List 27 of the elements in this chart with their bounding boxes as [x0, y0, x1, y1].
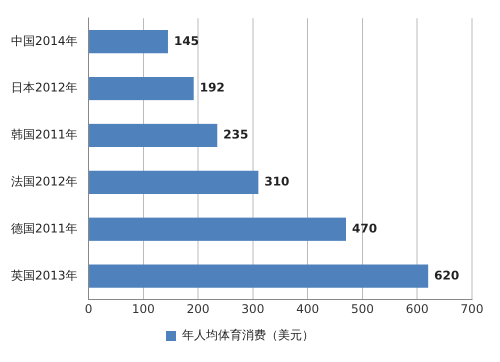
x-tick-label: 500: [350, 302, 374, 316]
y-tick-label: 英国2013年: [10, 268, 78, 282]
x-tick-label: 100: [132, 302, 155, 316]
legend-label: 年人均体育消费（美元）: [182, 328, 314, 342]
data-label: 470: [352, 221, 378, 236]
bar: [89, 264, 428, 288]
x-tick-label: 400: [296, 302, 320, 316]
x-tick-label: 0: [84, 302, 92, 316]
data-label: 192: [200, 80, 225, 95]
x-tick-label: 200: [186, 302, 210, 316]
y-tick-label: 德国2011年: [10, 221, 78, 236]
data-label: 310: [264, 174, 290, 188]
bar: [89, 30, 168, 54]
bar: [89, 124, 218, 148]
data-label: 145: [174, 34, 200, 48]
bar: [89, 76, 194, 100]
y-tick-label: 日本2012年: [10, 80, 78, 95]
data-label: 235: [223, 128, 248, 142]
bar: [89, 218, 346, 241]
data-label: 620: [434, 268, 460, 282]
y-tick-label: 法国2012年: [10, 174, 78, 188]
bar: [89, 170, 258, 194]
y-tick-label: 韩国2011年: [10, 128, 78, 142]
x-tick-label: 700: [460, 302, 484, 316]
y-tick-label: 中国2014年: [10, 34, 78, 48]
x-tick-label: 300: [241, 302, 264, 316]
x-tick-label: 600: [406, 302, 429, 316]
